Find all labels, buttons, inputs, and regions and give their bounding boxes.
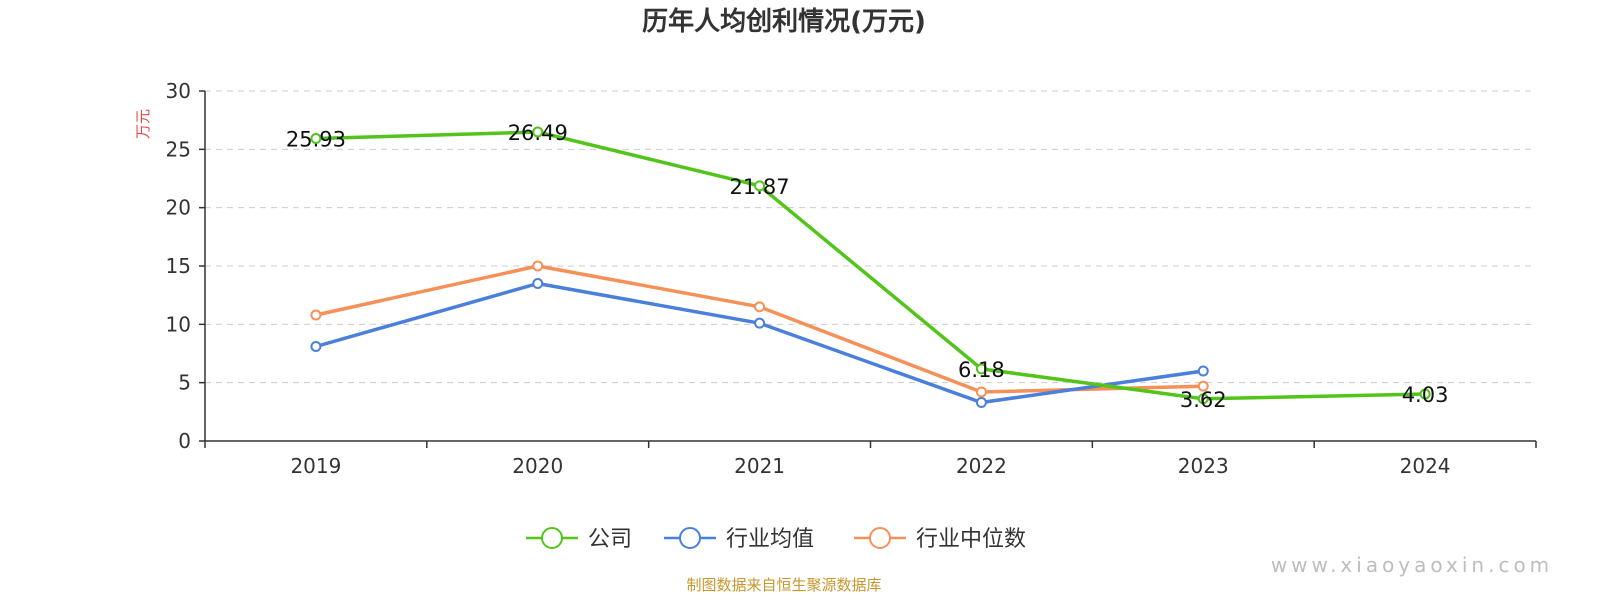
watermark: www.xiaoyaoxin.com [1271,553,1553,577]
grid-lines [205,90,1536,384]
data-point-0 [310,132,322,144]
data-point-1 [975,397,987,408]
y-tick-label: 20 [166,196,191,220]
data-point-2 [975,386,987,398]
data-label: 3.62 [1180,388,1227,412]
data-label: 25.93 [286,127,346,151]
data-label: 21.87 [730,175,790,199]
y-tick-label: 15 [166,254,191,278]
data-label: 26.49 [508,121,568,145]
legend-label: 行业均值 [726,527,814,552]
x-tick-label: 2021 [734,454,785,478]
data-point-2 [532,260,544,272]
data-point-2 [310,309,322,321]
legend-swatch-marker [679,527,701,549]
series-line-0 [315,130,1426,401]
data-labels: 25.93 26.49 21.87 6.18 3.62 4.03 [286,121,1449,412]
legend: 公司 行业均值 行业中位数 [526,527,1026,552]
data-point-0 [532,126,544,138]
y-tick-label: 30 [166,79,191,103]
data-point-1 [754,317,766,329]
legend-swatch-marker [541,527,563,549]
series-lines [310,126,1431,408]
axes: 0 5 10 15 20 25 30 2019 2020 2021 2022 2023 2024 [166,79,1537,478]
data-point-1 [1197,365,1209,377]
data-point-0 [1197,393,1209,405]
series-line-2 [315,264,1204,394]
data-label: 4.03 [1402,383,1449,407]
x-tick-label: 2023 [1178,454,1229,478]
data-point-2 [1197,380,1209,392]
y-tick-label: 5 [178,371,191,395]
legend-label: 行业中位数 [916,527,1026,552]
data-point-1 [532,278,544,289]
data-point-2 [754,301,766,313]
data-point-0 [975,363,987,375]
y-tick-label: 10 [166,312,191,336]
chart-title: 历年人均创利情况(万元) [642,6,926,37]
x-tick-label: 2019 [290,454,341,478]
y-tick-label: 25 [166,137,191,161]
data-point-0 [1419,388,1431,400]
source-note: 制图数据来自恒生聚源数据库 [686,576,881,594]
data-point-1 [310,341,322,352]
legend-label: 公司 [588,527,632,552]
y-tick-label: 0 [178,429,191,453]
y-axis-label: 万元 [134,109,152,139]
x-tick-label: 2022 [956,454,1007,478]
legend-swatch-marker [869,527,891,549]
x-tick-label: 2024 [1400,454,1451,478]
x-tick-label: 2020 [512,454,563,478]
data-label: 6.18 [958,358,1005,382]
data-point-0 [754,180,766,192]
